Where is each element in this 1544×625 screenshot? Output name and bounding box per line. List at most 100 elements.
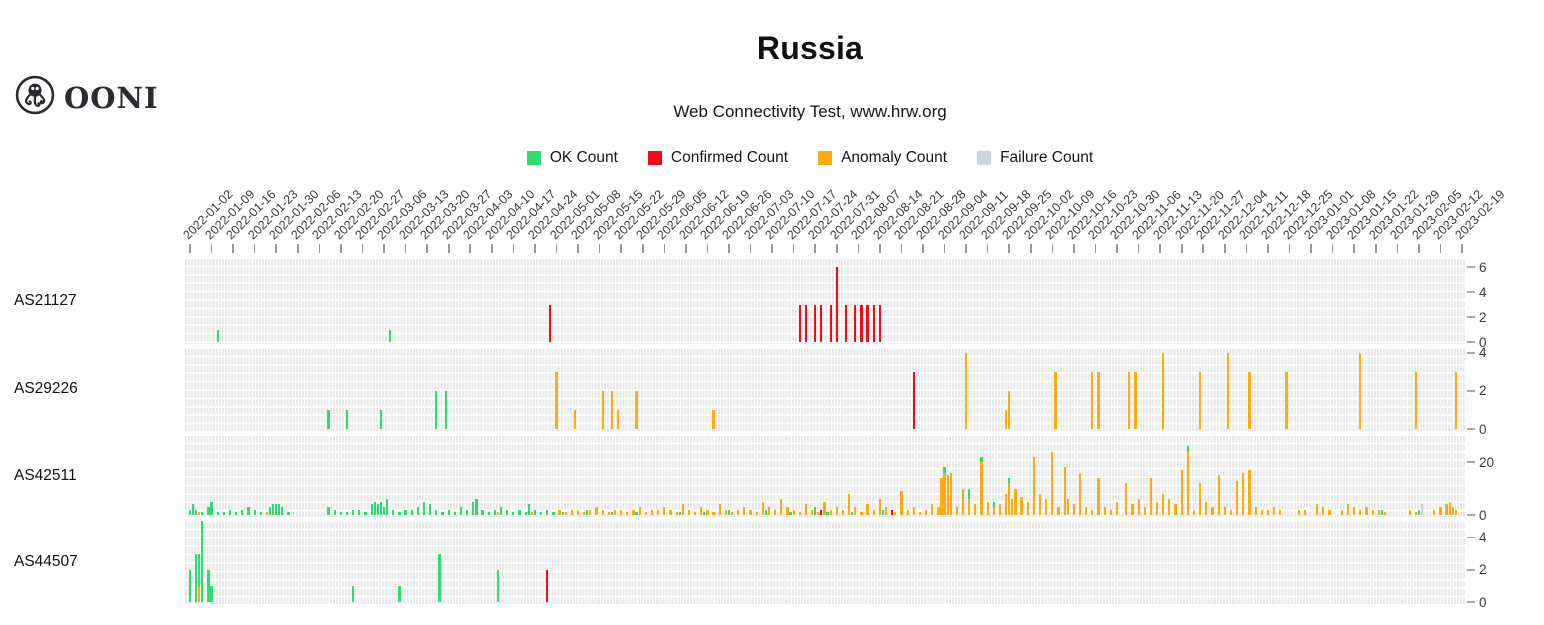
x-axis-tick bbox=[296, 244, 299, 253]
bar-anomaly bbox=[265, 512, 269, 515]
bar-failure bbox=[1420, 504, 1424, 515]
bar-anomaly bbox=[1365, 507, 1368, 515]
bar-anomaly bbox=[1266, 509, 1270, 515]
x-axis-tick bbox=[512, 244, 515, 253]
bar-confirmed bbox=[546, 569, 549, 602]
x-axis-tick bbox=[1374, 244, 1377, 253]
bar-ok bbox=[191, 504, 195, 515]
x-axis-tick bbox=[1396, 244, 1399, 253]
bar-anomaly bbox=[657, 509, 660, 515]
bar-anomaly bbox=[1005, 493, 1008, 515]
bar-ok bbox=[444, 390, 447, 429]
bar-anomaly bbox=[1297, 509, 1300, 515]
bar-ok bbox=[259, 512, 262, 515]
bar-anomaly bbox=[1433, 509, 1436, 515]
x-axis-tick bbox=[857, 244, 860, 253]
bar-anomaly bbox=[570, 509, 573, 515]
bar-anomaly bbox=[1180, 470, 1183, 515]
bar-ok bbox=[382, 507, 386, 515]
bar-ok bbox=[281, 507, 284, 515]
bar-ok bbox=[518, 509, 521, 515]
bar-ok bbox=[345, 512, 349, 515]
bar-ok bbox=[992, 501, 995, 508]
x-axis-tick bbox=[1094, 244, 1097, 253]
bar-anomaly bbox=[1026, 501, 1029, 515]
bar-anomaly bbox=[1168, 499, 1171, 515]
bar-ok bbox=[345, 409, 349, 429]
bar-anomaly bbox=[1020, 496, 1023, 515]
ooni-logo-text: OONI bbox=[64, 80, 159, 115]
bar-anomaly bbox=[906, 509, 909, 515]
x-axis-tick bbox=[447, 244, 450, 253]
bar-ok bbox=[789, 512, 792, 515]
failure-swatch-icon bbox=[977, 151, 992, 165]
x-axis-tick bbox=[792, 244, 795, 253]
bar-ok bbox=[466, 509, 469, 515]
y-axis-tick bbox=[1467, 389, 1475, 392]
bar-anomaly bbox=[955, 507, 958, 515]
anomaly-swatch-icon bbox=[818, 151, 833, 165]
bar-anomaly bbox=[946, 475, 949, 515]
x-axis-tick bbox=[728, 244, 730, 253]
bar-anomaly bbox=[835, 507, 838, 515]
y-axis-tick bbox=[1467, 351, 1475, 354]
bar-anomaly bbox=[1371, 509, 1374, 515]
bar-anomaly bbox=[1454, 509, 1457, 515]
y-axis-label: 0 bbox=[1479, 421, 1487, 437]
bar-anomaly bbox=[992, 507, 995, 515]
bar-anomaly bbox=[940, 477, 943, 515]
bar-ok bbox=[210, 501, 213, 515]
bar-ok bbox=[1380, 509, 1383, 515]
bar-anomaly bbox=[530, 512, 533, 515]
bar-ok bbox=[278, 504, 281, 515]
x-axis-tick bbox=[340, 244, 342, 253]
bar-anomaly bbox=[1454, 371, 1457, 429]
bar-anomaly bbox=[968, 499, 971, 515]
x-axis-tick bbox=[598, 244, 601, 253]
bar-anomaly bbox=[1162, 352, 1165, 429]
bar-anomaly bbox=[1223, 507, 1226, 515]
bar-anomaly bbox=[496, 512, 500, 515]
bar-ok bbox=[210, 585, 213, 602]
bar-anomaly bbox=[712, 409, 715, 429]
bar-anomaly bbox=[1273, 507, 1276, 515]
asn-band-AS42511 bbox=[185, 436, 1465, 517]
bar-anomaly bbox=[860, 512, 863, 515]
bar-anomaly bbox=[924, 509, 928, 515]
bar-anomaly bbox=[1162, 493, 1165, 515]
bar-anomaly bbox=[1414, 512, 1417, 515]
bar-confirmed bbox=[820, 304, 823, 342]
bar-ok bbox=[287, 512, 290, 515]
x-axis-tick bbox=[383, 244, 385, 253]
bar-anomaly bbox=[780, 499, 783, 515]
bar-anomaly bbox=[943, 472, 946, 515]
bar-ok bbox=[404, 509, 407, 515]
bar-anomaly bbox=[1032, 456, 1035, 515]
bar-anomaly bbox=[1279, 509, 1282, 515]
bar-anomaly bbox=[1038, 493, 1042, 515]
bar-anomaly bbox=[1137, 499, 1140, 515]
bar-anomaly bbox=[1091, 371, 1094, 429]
bar-anomaly bbox=[712, 512, 715, 515]
legend-label: Confirmed Count bbox=[670, 149, 789, 166]
bar-anomaly bbox=[1134, 371, 1137, 429]
bar-ok bbox=[253, 509, 256, 515]
x-axis-tick bbox=[814, 244, 816, 253]
x-axis-tick bbox=[1418, 244, 1420, 253]
bar-anomaly bbox=[1097, 371, 1100, 429]
x-axis-tick bbox=[1116, 244, 1118, 253]
bar-anomaly bbox=[755, 512, 758, 515]
bar-ok bbox=[241, 509, 244, 515]
bar-anomaly bbox=[583, 512, 586, 515]
bar-anomaly bbox=[1072, 504, 1076, 515]
bar-anomaly bbox=[1414, 371, 1417, 429]
bar-anomaly bbox=[949, 472, 952, 515]
x-axis-tick bbox=[663, 244, 666, 253]
bar-anomaly bbox=[1109, 509, 1112, 515]
bar-anomaly bbox=[1226, 352, 1229, 429]
bar-confirmed bbox=[878, 304, 881, 342]
bar-ok bbox=[438, 553, 441, 602]
bar-ok bbox=[524, 512, 527, 515]
bar-anomaly bbox=[1248, 371, 1251, 429]
x-axis-tick bbox=[1310, 244, 1312, 253]
